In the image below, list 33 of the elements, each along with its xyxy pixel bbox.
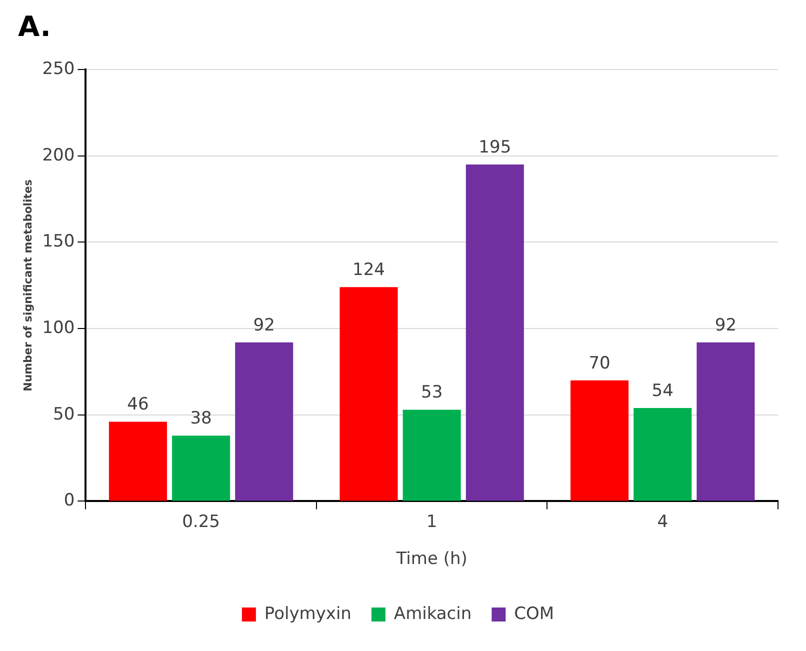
data-label: 195 [478, 137, 512, 158]
bar [466, 164, 524, 501]
legend-label: COM [514, 604, 554, 624]
bar [340, 287, 398, 501]
bar [235, 342, 294, 501]
bar [108, 422, 167, 501]
bar [570, 380, 629, 501]
legend-label: Amikacin [394, 604, 472, 624]
data-label: 54 [652, 380, 674, 401]
y-tick-label: 0 [64, 490, 75, 511]
data-label: 124 [352, 260, 385, 280]
y-tick-label: 250 [42, 59, 75, 80]
data-label: 53 [421, 382, 443, 403]
x-tick-label: 4 [657, 512, 668, 532]
chart-title: A. [18, 10, 51, 44]
bar [402, 410, 461, 501]
bar [634, 408, 692, 501]
data-label: 92 [714, 315, 737, 336]
bar [696, 342, 755, 501]
x-tick-label: 0.25 [182, 512, 220, 532]
y-tick-label: 100 [42, 318, 75, 338]
y-tick-label: 200 [42, 145, 75, 166]
data-label: 46 [127, 394, 149, 415]
data-label: 70 [588, 353, 610, 374]
y-axis-title: Number of significant metabolites [21, 178, 34, 392]
x-axis-title: Time (h) [395, 549, 468, 570]
data-label: 38 [190, 408, 212, 429]
data-label: 92 [253, 315, 275, 336]
y-tick-label: 150 [42, 232, 75, 252]
legend-label: Polymyxin [264, 604, 352, 624]
x-tick-label: 1 [426, 512, 438, 532]
y-tick-label: 50 [53, 404, 75, 424]
bar [172, 436, 230, 501]
